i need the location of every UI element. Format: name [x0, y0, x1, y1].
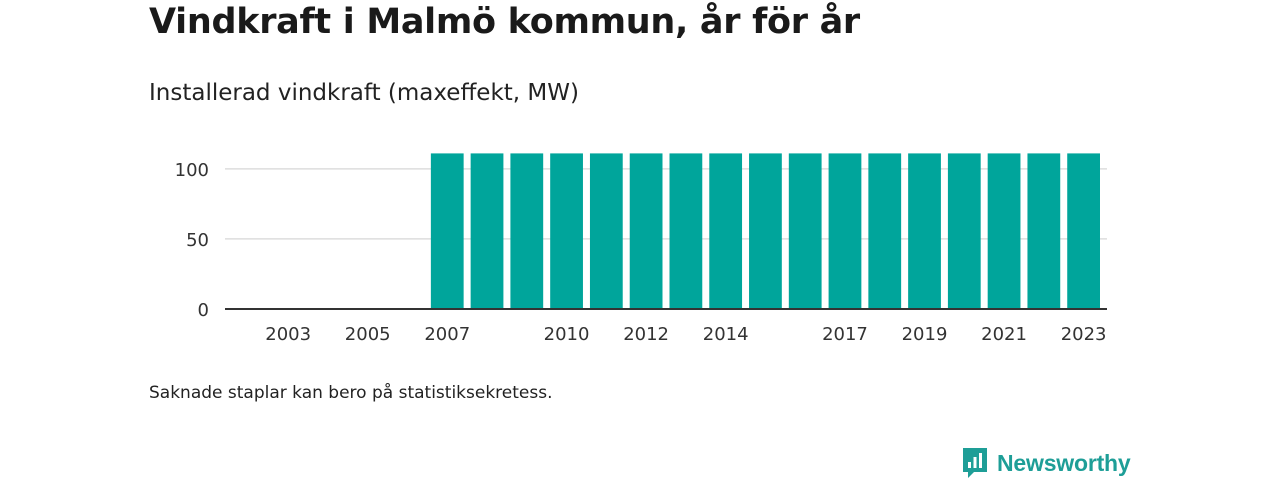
bar-2007: [430, 153, 464, 309]
x-tick-label: 2017: [822, 324, 868, 345]
bar-2021: [987, 153, 1021, 309]
bar-2015: [749, 153, 782, 309]
y-tick-label: 0: [198, 300, 209, 321]
bar-2010: [550, 153, 583, 309]
bar-2008: [470, 153, 504, 309]
x-tick-labels: 2003 2005 2007 2010 2012 2014 2017 2019 2021 2023: [265, 324, 1106, 345]
y-tick-labels: 0 50 100: [175, 160, 209, 321]
chart-subtitle: Installerad vindkraft (maxeffekt, MW): [149, 80, 579, 106]
y-tick-label: 100: [175, 160, 209, 181]
bar-2019: [908, 153, 941, 309]
x-tick-label: 2003: [265, 324, 311, 345]
x-tick-label: 2012: [623, 324, 669, 345]
x-tick-label: 2019: [902, 324, 948, 345]
x-tick-label: 2007: [424, 324, 470, 345]
bar-2011: [589, 153, 623, 309]
newsworthy-logo-icon: [963, 448, 987, 478]
bars: [271, 153, 1100, 309]
y-tick-label: 50: [186, 230, 209, 251]
chart-title: Vindkraft i Malmö kommun, år för år: [149, 2, 860, 42]
bar-2020: [947, 153, 981, 309]
bar-2017: [828, 153, 862, 309]
bar-2022: [1027, 153, 1061, 309]
bar-2013: [669, 153, 703, 309]
bar-2012: [629, 153, 663, 309]
bar-2018: [868, 153, 902, 309]
bar-2014: [709, 153, 743, 309]
x-tick-label: 2010: [544, 324, 590, 345]
x-tick-label: 2023: [1061, 324, 1107, 345]
bar-2016: [788, 153, 822, 309]
x-tick-label: 2014: [703, 324, 749, 345]
bar-2009: [510, 153, 544, 309]
brand-name: Newsworthy: [997, 449, 1131, 476]
x-tick-label: 2021: [981, 324, 1027, 345]
x-tick-label: 2005: [345, 324, 391, 345]
newsworthy-brand[interactable]: Newsworthy: [961, 446, 1131, 480]
bar-2023: [1067, 153, 1100, 309]
footnote: Saknade staplar kan bero på statistiksek…: [149, 383, 553, 403]
